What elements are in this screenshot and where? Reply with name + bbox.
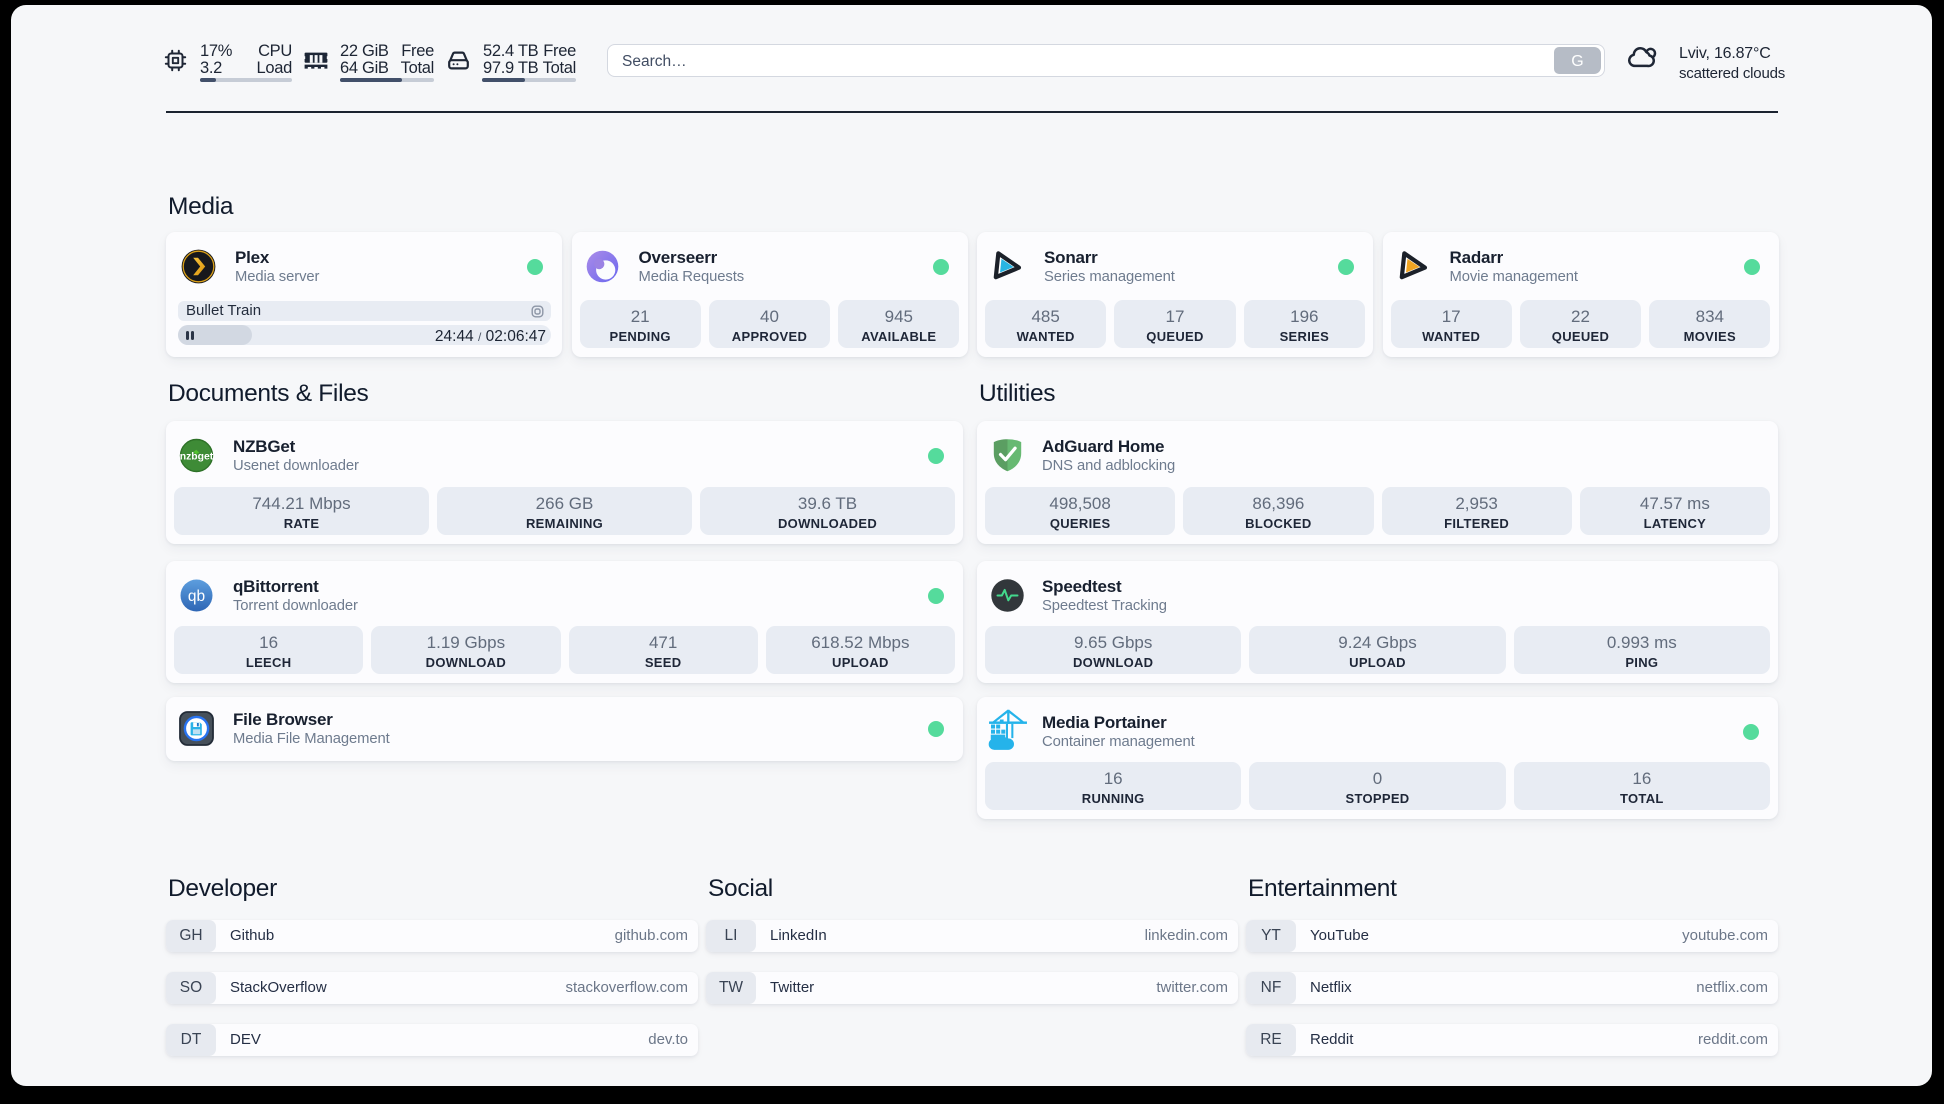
svg-text:qb: qb [188,588,205,605]
svg-text:nzbget: nzbget [180,452,214,463]
